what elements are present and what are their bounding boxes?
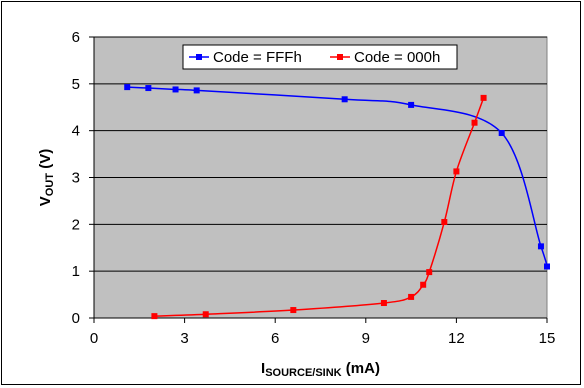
x-tick-label: 6 (271, 330, 279, 347)
data-point (290, 307, 297, 314)
data-point (426, 269, 433, 276)
data-point (124, 84, 131, 91)
data-point (341, 96, 348, 103)
legend-label: Code = FFFh (213, 49, 302, 66)
y-axis-title: VOUT (V) (37, 149, 56, 206)
y-tick-label: 4 (72, 123, 80, 140)
x-tick-label: 0 (90, 330, 98, 347)
x-tick-label: 12 (448, 330, 465, 347)
y-tick-label: 0 (72, 310, 80, 327)
legend-swatch-marker (196, 54, 202, 60)
y-tick-label: 1 (72, 263, 80, 280)
series-code-000h (151, 94, 487, 320)
data-point (441, 218, 448, 225)
legend-box (182, 44, 458, 70)
series-line (127, 86, 548, 267)
x-axis-title: ISOURCE/SINK (mA) (261, 360, 380, 379)
data-point (408, 101, 415, 108)
x-tick-label: 15 (539, 330, 556, 347)
data-point (408, 293, 415, 300)
legend-swatch-marker (337, 54, 343, 60)
data-point (498, 130, 505, 137)
x-tick-label: 9 (362, 330, 370, 347)
series-code-fffh (124, 84, 550, 270)
y-tick-label: 2 (72, 216, 80, 233)
x-tick-label: 3 (180, 330, 188, 347)
data-point (193, 87, 200, 94)
data-point (172, 86, 179, 93)
legend: Code = FFFh Code = 000h (182, 44, 458, 70)
legend-label: Code = 000h (354, 49, 440, 66)
data-point (202, 311, 209, 318)
data-point (453, 168, 460, 175)
data-point (537, 243, 544, 250)
data-point (480, 94, 487, 101)
data-point (151, 313, 158, 320)
data-point (145, 85, 152, 92)
data-point (544, 263, 550, 270)
data-point (471, 119, 478, 126)
y-tick-label: 3 (72, 170, 80, 187)
data-point (380, 300, 387, 307)
data-point (420, 281, 427, 288)
y-tick-label: 6 (72, 29, 80, 46)
y-tick-label: 5 (72, 76, 80, 93)
